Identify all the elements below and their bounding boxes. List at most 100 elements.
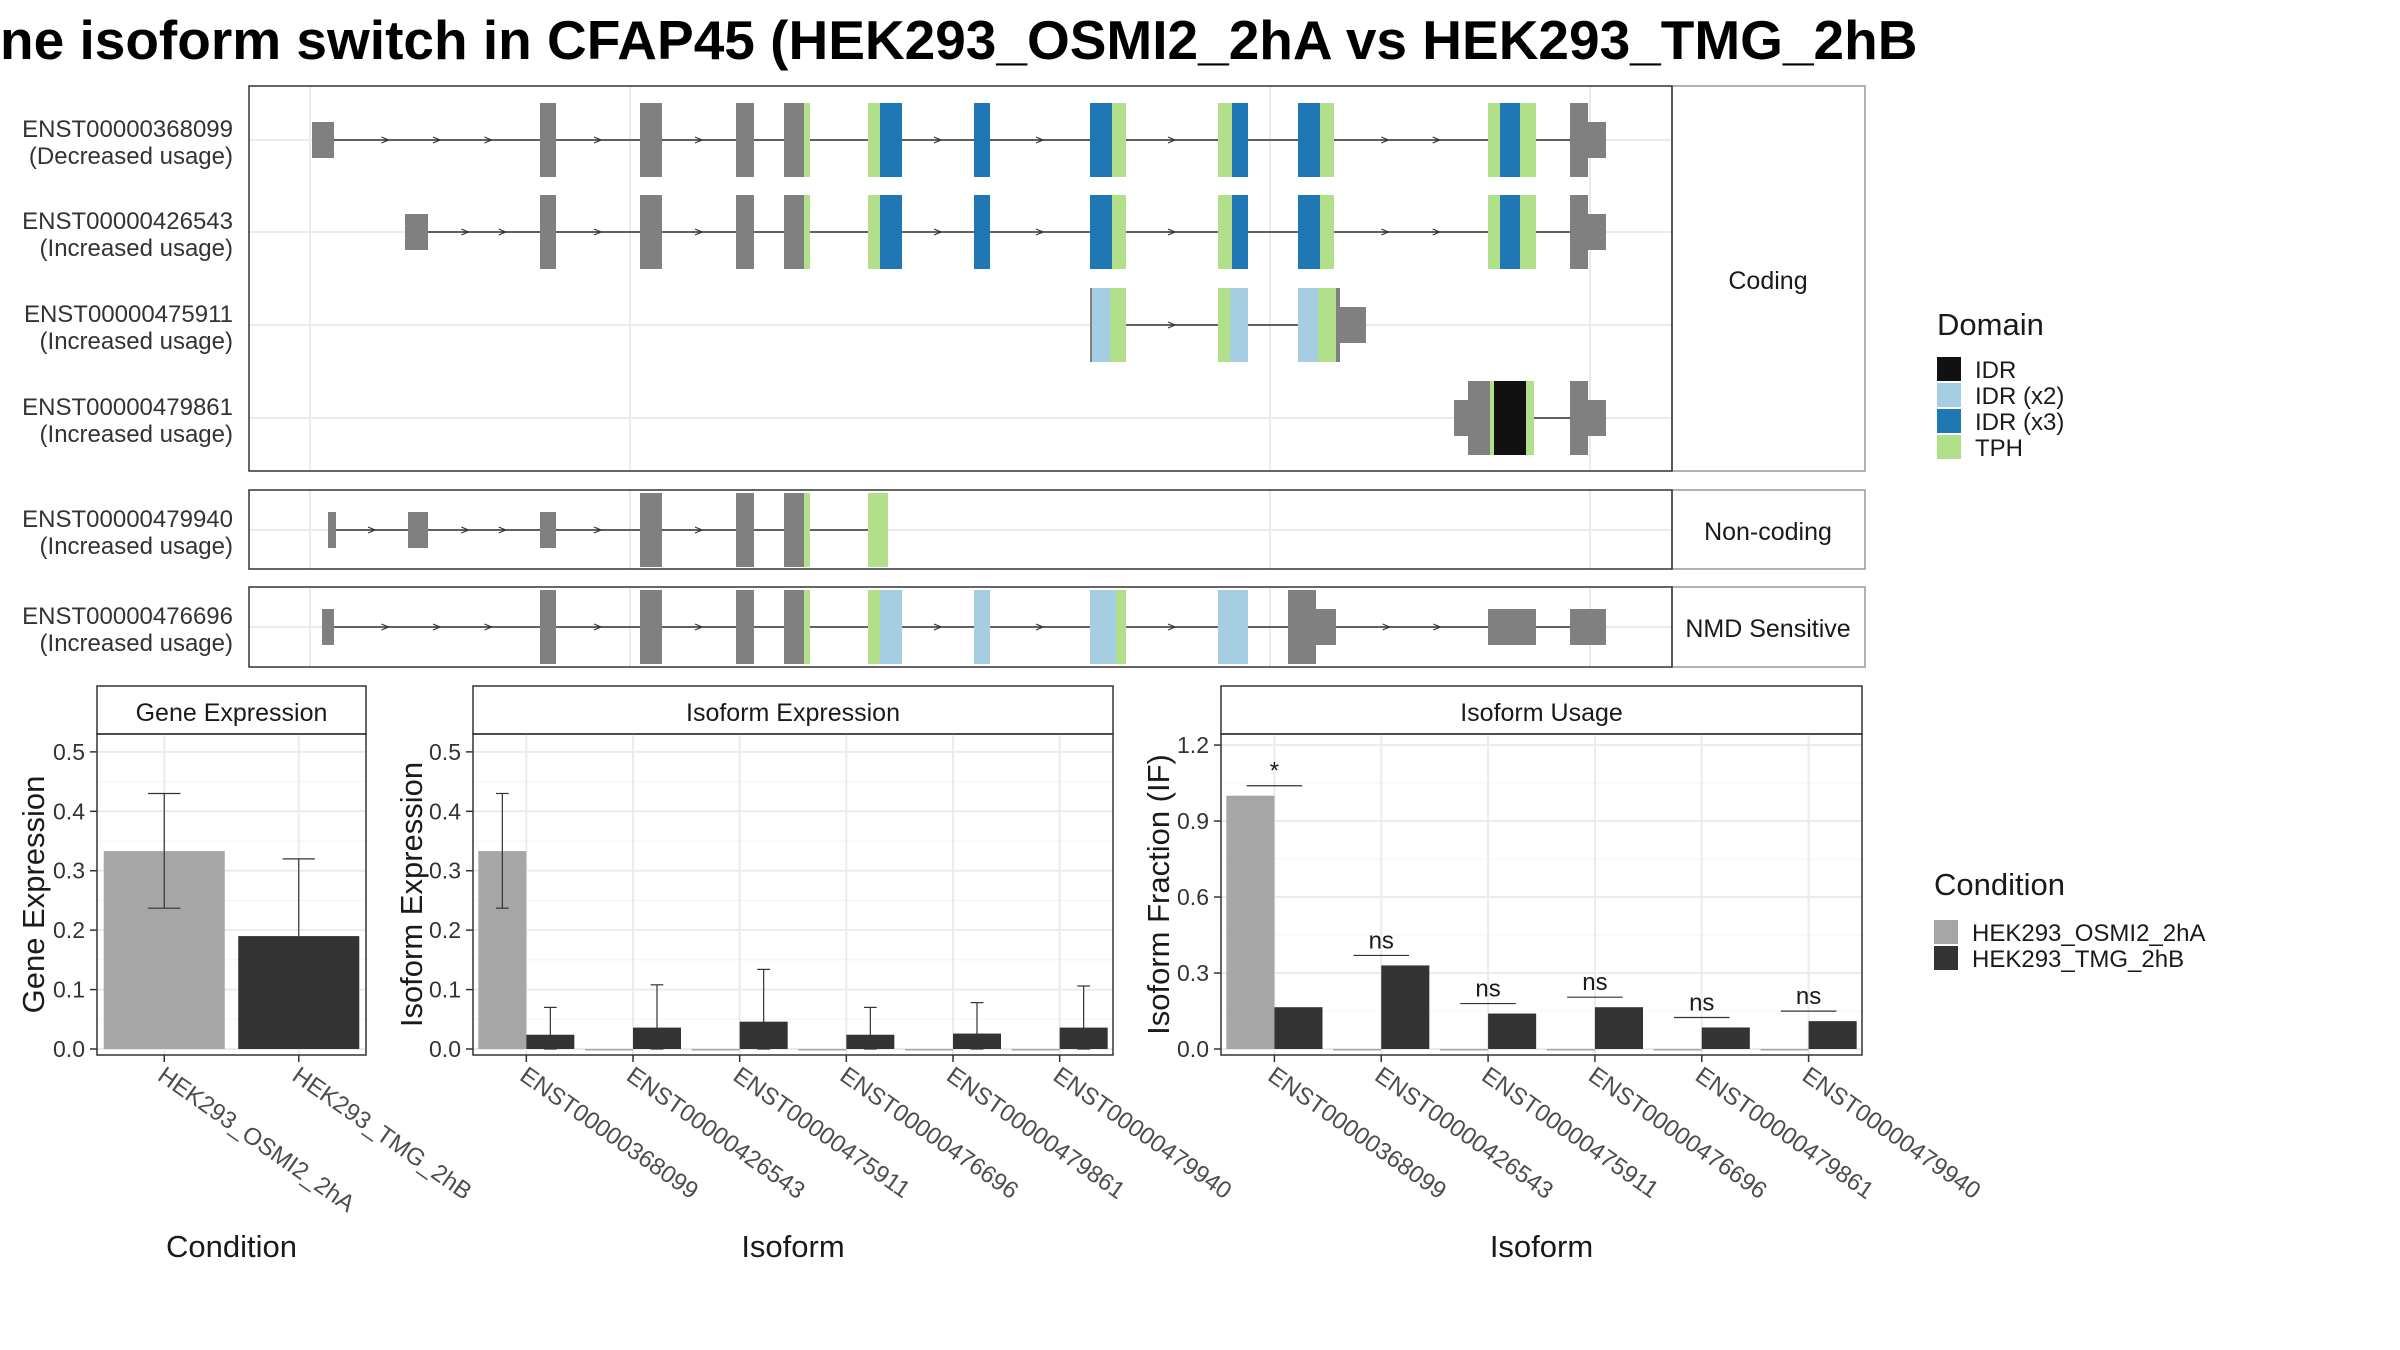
domain-segment <box>1092 288 1110 362</box>
domain-segment <box>868 493 888 567</box>
domain-segment <box>1318 288 1336 362</box>
domain-segment <box>1090 590 1116 664</box>
intron-arrow-icon <box>381 623 391 631</box>
y-axis-label: Isoform Expression <box>394 762 429 1027</box>
y-tick-label: 0.3 <box>429 858 461 884</box>
intron-arrow-icon <box>1432 136 1442 144</box>
domain-segment <box>1230 288 1248 362</box>
condition-legend-label: HEK293_OSMI2_2hA <box>1972 920 2205 947</box>
domain-segment <box>868 590 880 664</box>
exon <box>1488 609 1536 645</box>
domain-legend-label: IDR (x3) <box>1975 409 2064 436</box>
exon <box>1588 214 1606 250</box>
y-tick-label: 0.9 <box>1177 808 1209 834</box>
bar-charts: Gene Expression0.00.10.20.30.40.5HEK293_… <box>16 685 1985 1264</box>
bar <box>1333 1049 1382 1051</box>
domain-segment <box>1488 195 1500 269</box>
exon <box>1454 400 1468 436</box>
isoform-track: ENST00000479940(Increased usage) <box>22 493 888 567</box>
intron-arrow-icon <box>1035 228 1045 236</box>
isoform-id-label: ENST00000368099 <box>22 116 233 143</box>
domain-legend-swatch <box>1937 409 1961 433</box>
domain-segment <box>880 103 902 177</box>
exon <box>640 195 662 269</box>
domain-segment <box>1116 590 1126 664</box>
x-axis-label: Isoform <box>741 1229 844 1264</box>
intron-arrow-icon <box>498 228 508 236</box>
domain-segment <box>1218 590 1230 664</box>
exon <box>736 493 754 567</box>
y-tick-label: 0.6 <box>1177 884 1209 910</box>
isoform-track: ENST00000479861(Increased usage) <box>22 381 1606 455</box>
isoform-track: ENST00000368099(Decreased usage) <box>22 103 1606 177</box>
exon <box>540 103 556 177</box>
structure-panel-2: Non-coding ENST00000479940(Increased usag… <box>22 489 1866 570</box>
domain-segment <box>1526 381 1534 455</box>
exon <box>1316 609 1336 645</box>
domain-segment <box>1112 195 1126 269</box>
significance-label: ns <box>1689 989 1714 1016</box>
x-tick-label: ENST00000479861 <box>1690 1062 1878 1205</box>
y-tick-label: 0.2 <box>429 917 461 943</box>
intron-arrow-icon <box>593 228 603 236</box>
exon <box>736 195 754 269</box>
intron-arrow-icon <box>1381 136 1390 144</box>
domain-segment <box>1488 103 1500 177</box>
isoform-usage-label: (Increased usage) <box>40 235 233 262</box>
intron-arrow-icon <box>1433 623 1442 631</box>
error-bar <box>650 984 664 1050</box>
y-tick-label: 0.4 <box>429 798 461 824</box>
bar <box>585 1049 633 1051</box>
bar <box>691 1049 740 1051</box>
intron-arrow-icon <box>1167 321 1177 329</box>
error-bar <box>495 792 509 909</box>
exon <box>322 609 334 645</box>
bar <box>1594 1007 1643 1049</box>
domain-segment <box>868 195 880 269</box>
structure-strip-label: Coding <box>1728 267 1807 295</box>
bar <box>1760 1049 1809 1051</box>
domain-segment <box>1298 103 1320 177</box>
domain-segment <box>868 103 880 177</box>
condition-legend-title: Condition <box>1934 867 2065 902</box>
x-tick-label: ENST00000476696 <box>1583 1062 1771 1205</box>
chart-strip <box>472 685 1114 735</box>
domain-segment <box>804 493 810 567</box>
exon <box>640 590 662 664</box>
bar <box>1488 1013 1537 1049</box>
bar <box>1440 1049 1489 1051</box>
x-tick-label: ENST00000479861 <box>942 1062 1130 1205</box>
structure-panel-bg <box>249 86 1672 471</box>
intron-arrow-icon <box>498 526 508 534</box>
chart-panel-border <box>96 733 367 1056</box>
intron-arrow-icon <box>1382 623 1392 631</box>
domain-segment <box>1218 103 1232 177</box>
domain-segment <box>1320 103 1334 177</box>
domain-legend-swatch <box>1937 357 1961 381</box>
domain-legend-swatch <box>1937 383 1961 407</box>
structure-strip <box>1671 586 1866 668</box>
chart-2: Isoform Expression0.00.10.20.30.40.5ENST… <box>394 685 1236 1264</box>
intron-arrow-icon <box>461 526 470 534</box>
domain-segment <box>1520 103 1536 177</box>
x-axis-label: Condition <box>166 1229 297 1264</box>
y-tick-label: 0.0 <box>429 1036 461 1062</box>
intron-arrow-icon <box>432 623 442 631</box>
domain-segment <box>1520 195 1536 269</box>
isoform-track: ENST00000475911(Increased usage) <box>24 288 1366 362</box>
exon <box>408 512 428 548</box>
bar <box>1226 795 1275 1049</box>
domain-segment <box>804 195 810 269</box>
x-tick-label: ENST00000426543 <box>622 1062 810 1205</box>
error-bar <box>757 968 771 1050</box>
error-bar <box>282 858 315 1014</box>
isoform-id-label: ENST00000426543 <box>22 208 233 235</box>
domain-segment <box>1090 195 1112 269</box>
error-bar <box>1077 985 1091 1050</box>
exon <box>736 590 754 664</box>
error-bar <box>543 1006 557 1050</box>
y-tick-label: 0.4 <box>53 798 85 824</box>
structure-strip <box>1671 489 1866 570</box>
y-tick-label: 0.2 <box>53 917 85 943</box>
